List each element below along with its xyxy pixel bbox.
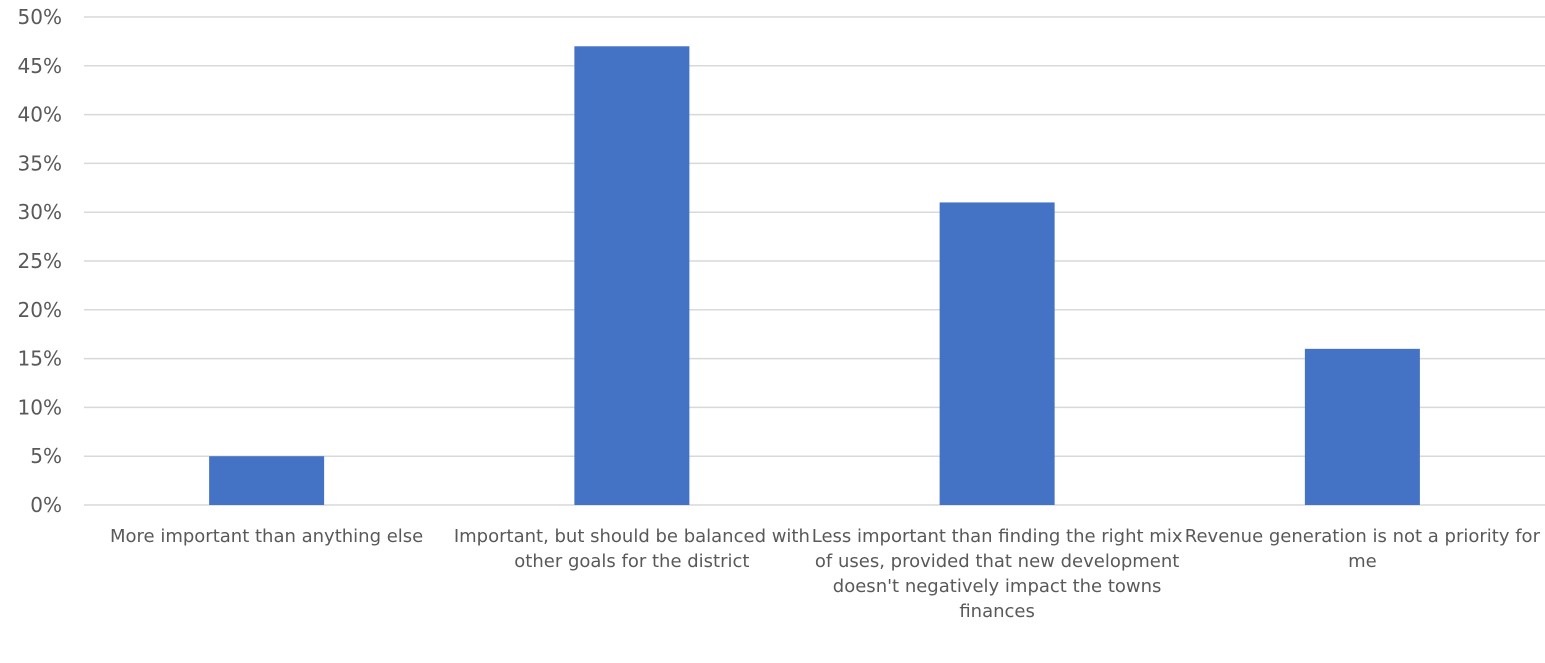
y-tick-label: 40%: [18, 103, 62, 127]
bar: [209, 456, 325, 505]
y-axis-tick-labels: 0% 5% 10% 15% 20% 25% 30% 35% 40% 45% 50%: [18, 5, 62, 517]
bar: [574, 46, 690, 505]
y-tick-label: 5%: [30, 444, 62, 468]
bar: [939, 202, 1055, 505]
y-tick-label: 25%: [18, 249, 62, 273]
category-label-2: Less important than finding the right mi…: [811, 526, 1183, 622]
category-label-3: Revenue generation is not a priority for…: [1184, 526, 1540, 572]
gridlines: [84, 16, 1545, 506]
y-tick-label: 45%: [18, 54, 62, 78]
category-label-0: More important than anything else: [109, 526, 424, 547]
y-tick-label: 0%: [30, 493, 62, 517]
y-tick-label: 50%: [18, 5, 62, 29]
y-tick-label: 20%: [18, 298, 62, 322]
bars: [209, 46, 1420, 505]
bar: [1304, 348, 1420, 505]
y-tick-label: 10%: [18, 395, 62, 419]
y-tick-label: 30%: [18, 200, 62, 224]
y-tick-label: 35%: [18, 151, 62, 175]
category-label-1: Important, but should be balanced with o…: [453, 526, 810, 572]
y-tick-label: 15%: [18, 347, 62, 371]
